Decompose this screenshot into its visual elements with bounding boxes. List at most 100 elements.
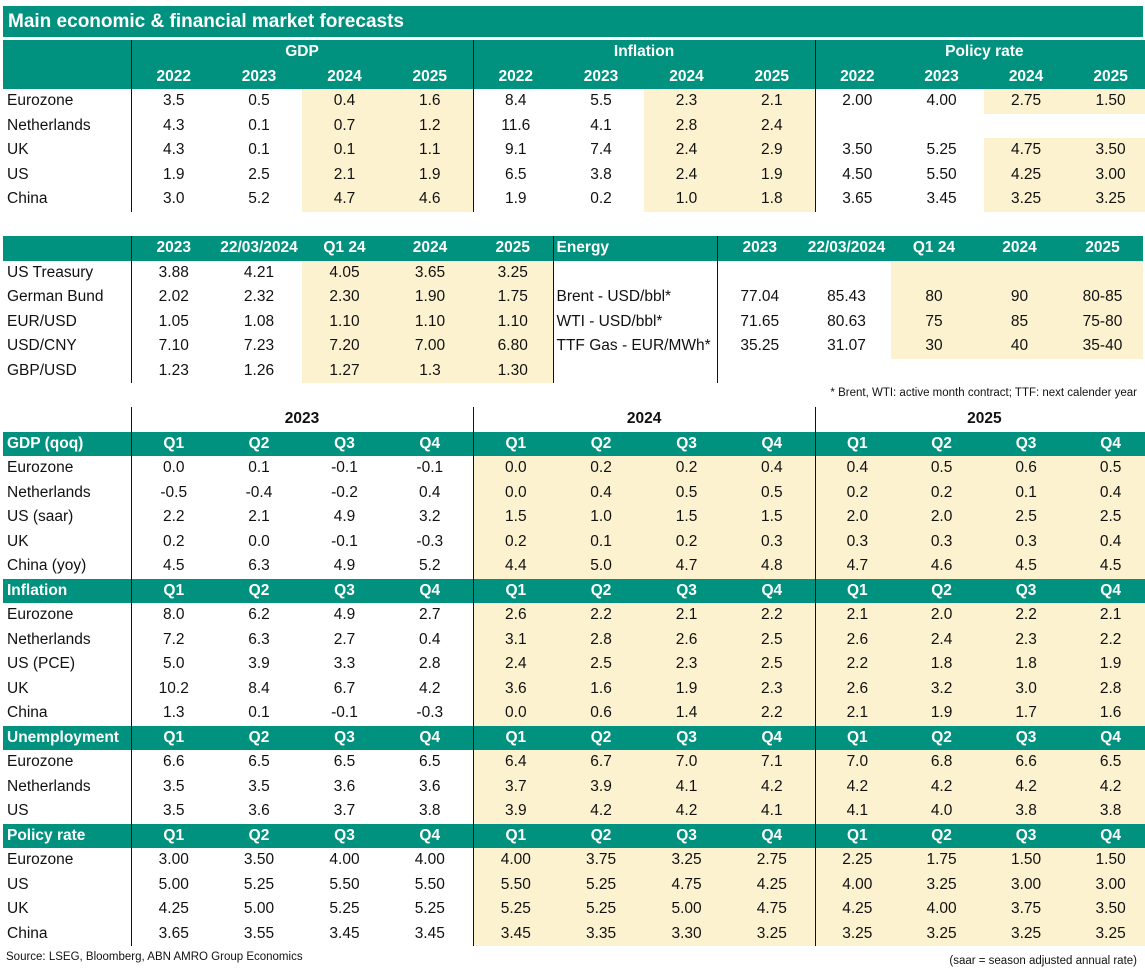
value-cell [716, 358, 802, 383]
value-cell: 5.50 [414, 875, 445, 893]
value-cell: 4.2 [418, 679, 441, 697]
value-cell: 1.3 [130, 701, 216, 726]
row-label: China (yoy) [7, 557, 87, 574]
row-label: US [7, 802, 29, 819]
row-label: US Treasury [7, 263, 94, 281]
row-label: UK [7, 900, 29, 917]
quarter-header: Q4 [387, 823, 474, 848]
value-cell: 3.7 [333, 802, 356, 819]
value-cell: 3.00 [1068, 872, 1145, 897]
value-cell: 2.00 [814, 89, 900, 114]
value-cell: 11.6 [472, 113, 559, 138]
value-cell: 4.25 [130, 897, 216, 922]
value-cell: 7.0 [644, 750, 730, 775]
quarter-header: Q3 [984, 431, 1069, 456]
value-cell: 2.1 [302, 162, 387, 187]
value-cell: 0.4 [1068, 529, 1145, 554]
value-cell: 3.5 [248, 777, 270, 795]
quarter-header: Q1 [130, 578, 216, 603]
value-cell: 4.0 [899, 799, 985, 824]
value-cell: 0.4 [418, 483, 441, 501]
value-cell: 2.1 [644, 603, 730, 628]
year-header: 2022 [472, 64, 559, 89]
value-cell: 3.0 [984, 676, 1069, 701]
value-cell: 0.3 [729, 529, 816, 554]
table-row: Eurozone 3.5 0.5 0.4 1.6 8.4 5.5 2.3 2.1 2.00 4.00… [3, 89, 1145, 114]
value-cell: 1.6 [387, 89, 474, 114]
value-cell: 5.50 [472, 872, 559, 897]
column-header: 2024 [977, 236, 1062, 261]
value-cell: 35-40 [1062, 334, 1143, 359]
value-cell: 5.25 [329, 900, 360, 917]
value-cell: 0.3 [899, 529, 985, 554]
value-cell: 6.3 [248, 630, 270, 648]
value-cell: 3.25 [984, 921, 1069, 946]
value-cell: 4.3 [130, 138, 216, 163]
table-row: US (PCE) 5.0 3.9 3.3 2.8 2.4 2.5 2.3 2.5 2.2 1.8 1.… [3, 652, 1145, 677]
quarter-header: Q4 [387, 431, 474, 456]
value-cell: 4.8 [729, 554, 816, 579]
value-cell: 2.30 [302, 285, 387, 310]
value-cell: 1.26 [243, 361, 275, 379]
value-cell: 3.65 [387, 260, 473, 285]
value-cell: 5.50 [926, 165, 957, 183]
column-header: 22/03/2024 [802, 236, 891, 261]
year-header: 2024 [302, 64, 387, 89]
value-cell: 2.25 [814, 848, 900, 873]
quarter-header: Q4 [1068, 725, 1145, 750]
value-cell: 3.25 [899, 872, 985, 897]
energy-label [552, 358, 717, 383]
value-cell: 8.0 [130, 603, 216, 628]
value-cell: 3.35 [558, 921, 645, 946]
value-cell: 4.50 [814, 162, 900, 187]
value-cell: 1.2 [387, 113, 474, 138]
value-cell: 3.9 [558, 774, 645, 799]
value-cell: 1.9 [1068, 652, 1145, 677]
value-cell: 5.00 [243, 900, 275, 917]
value-cell: 0.6 [984, 456, 1069, 481]
value-cell [891, 260, 977, 285]
row-label: German Bund [7, 288, 104, 305]
quarter-header: Q4 [1068, 578, 1145, 603]
value-cell: 3.25 [1068, 921, 1145, 946]
value-cell: 1.3 [387, 358, 473, 383]
section-title: Unemployment [3, 725, 131, 750]
year-header: 2025 [1068, 64, 1145, 89]
value-cell: 2.02 [130, 285, 216, 310]
value-cell: 3.25 [1068, 187, 1145, 212]
value-cell: -0.1 [331, 704, 358, 721]
value-cell: 0.2 [130, 529, 216, 554]
value-cell: 0.3 [984, 529, 1069, 554]
energy-footnote: * Brent, WTI: active month contract; TTF… [830, 387, 1137, 399]
value-cell: 31.07 [827, 337, 866, 354]
value-cell: 0.6 [558, 701, 645, 726]
value-cell: 3.9 [248, 655, 270, 672]
value-cell [899, 114, 984, 139]
value-cell: 0.2 [472, 529, 559, 554]
value-cell: -0.1 [331, 459, 358, 476]
value-cell: 3.8 [418, 802, 441, 819]
value-cell: 3.8 [590, 165, 612, 183]
table-row: China 3.65 3.55 3.45 3.45 3.45 3.35 3.30 3.25 3.2… [3, 921, 1145, 946]
column-header: 2023 [716, 236, 802, 261]
row-label: UK [7, 141, 29, 158]
quarter-header: Q3 [984, 725, 1069, 750]
value-cell: 2.0 [899, 603, 985, 628]
value-cell: 4.5 [130, 554, 216, 579]
value-cell: 7.2 [130, 627, 216, 652]
table-row: Eurozone 8.0 6.2 4.9 2.7 2.6 2.2 2.1 2.2 2.1 2.0 2.… [3, 603, 1145, 628]
column-header: Q1 24 [891, 236, 977, 261]
value-cell: 2.6 [814, 627, 900, 652]
value-cell: 3.55 [243, 924, 275, 942]
value-cell: 3.00 [1068, 162, 1145, 187]
value-cell: 75 [891, 309, 977, 334]
value-cell: 4.2 [1068, 774, 1145, 799]
year-header-row: 2023 2024 2025 [3, 407, 1145, 432]
value-cell: 3.50 [1068, 897, 1145, 922]
value-cell: 0.4 [302, 89, 387, 114]
quarter-header: Q1 [814, 823, 900, 848]
quarter-header: Q2 [899, 431, 985, 456]
value-cell: 4.25 [814, 897, 900, 922]
value-cell: 0.1 [248, 704, 270, 721]
value-cell: 3.6 [333, 777, 356, 795]
